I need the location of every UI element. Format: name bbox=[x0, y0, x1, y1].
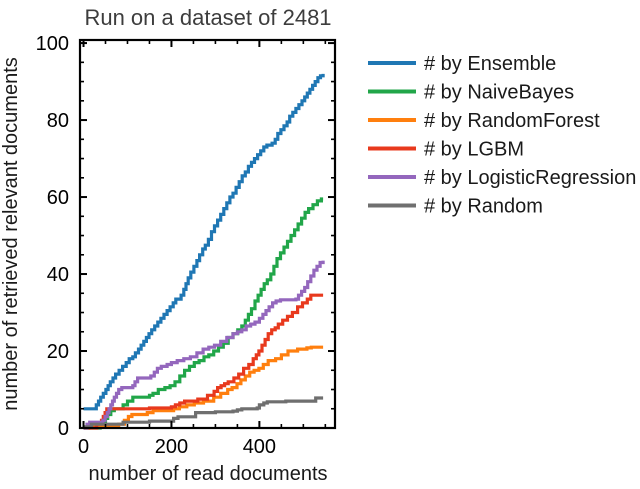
legend-item: # by LogisticRegression bbox=[368, 167, 636, 189]
curve-by-ensemble bbox=[83, 73, 325, 411]
axis-ticks bbox=[80, 40, 335, 429]
curve-by-lgbm bbox=[83, 293, 324, 430]
x-tick-label: 400 bbox=[243, 436, 276, 458]
y-tick-label: 0 bbox=[58, 418, 69, 440]
chart-title: Run on a dataset of 2481 bbox=[84, 5, 331, 30]
y-axis-label: number of retrieved relevant documents bbox=[0, 57, 22, 411]
x-axis-label: number of read documents bbox=[88, 463, 327, 485]
y-tick-label: 100 bbox=[36, 33, 69, 55]
legend-label: # by LGBM bbox=[424, 139, 524, 161]
legend-label: # by LogisticRegression bbox=[424, 167, 636, 189]
curve-by-logisticregression bbox=[83, 260, 325, 430]
x-tick-label: 0 bbox=[78, 436, 89, 458]
legend-item: # by Random bbox=[368, 196, 543, 218]
legend-label: # by Random bbox=[424, 196, 543, 218]
legend-item: # by NaiveBayes bbox=[368, 82, 574, 104]
curve-by-random bbox=[83, 396, 324, 429]
x-tick-label: 200 bbox=[155, 436, 188, 458]
legend-item: # by LGBM bbox=[368, 139, 524, 161]
y-tick-label: 40 bbox=[47, 264, 69, 286]
y-tick-label: 80 bbox=[47, 110, 69, 132]
legend-label: # by RandomForest bbox=[424, 110, 600, 132]
curve-by-randomforest bbox=[83, 345, 324, 430]
curves bbox=[83, 73, 325, 430]
y-tick-label: 20 bbox=[47, 341, 69, 363]
legend-label: # by NaiveBayes bbox=[424, 82, 574, 104]
legend-item: # by RandomForest bbox=[368, 110, 600, 132]
plot-area: 0 200 400 0 20 40 60 80 100 bbox=[36, 33, 337, 458]
legend-item: # by Ensemble bbox=[368, 53, 556, 75]
y-tick-label: 60 bbox=[47, 187, 69, 209]
legend-label: # by Ensemble bbox=[424, 53, 556, 75]
legend: # by Ensemble # by NaiveBayes # by RandomF… bbox=[368, 53, 636, 218]
axes-box bbox=[78, 38, 337, 430]
